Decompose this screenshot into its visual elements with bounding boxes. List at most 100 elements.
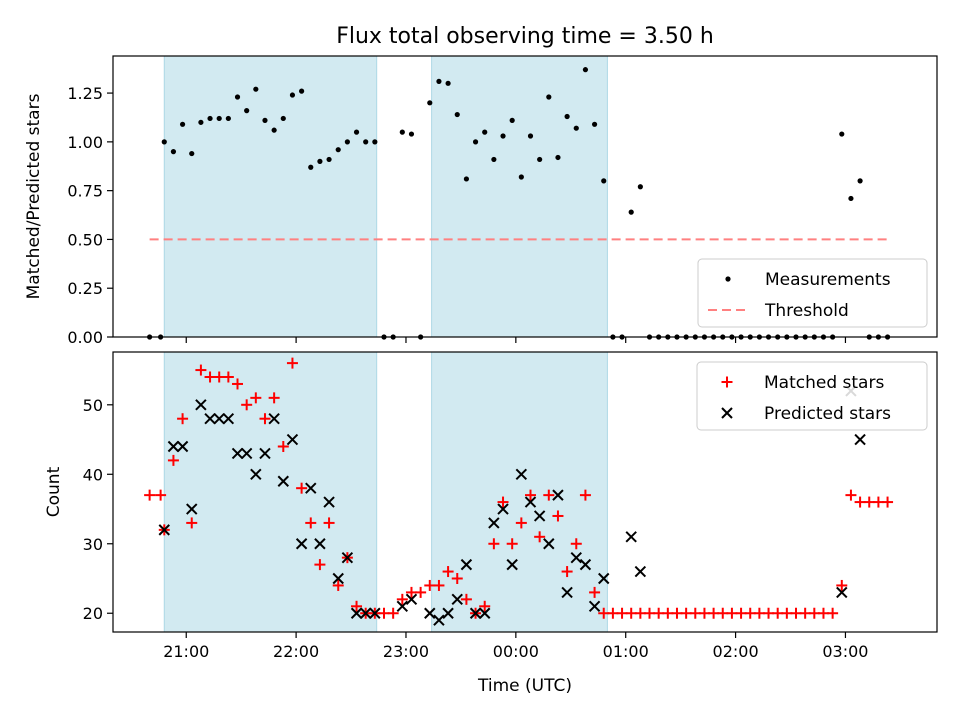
measurement-point [839, 131, 845, 137]
measurement-point [234, 94, 241, 100]
predicted-star-point [561, 586, 573, 599]
predicted-star-point [836, 586, 848, 599]
matched-star-point [882, 496, 894, 508]
matched-star-point [277, 440, 289, 452]
y-tick-label: 0.25 [67, 279, 103, 298]
y-axis-label: Count [44, 466, 64, 517]
matched-star-point [222, 371, 234, 383]
predicted-star-point [240, 447, 253, 460]
predicted-star-point [195, 399, 207, 411]
matched-star-point [836, 579, 848, 591]
predicted-star-point [332, 572, 344, 585]
x-tick-label: 22:00 [273, 642, 319, 661]
measurement-point [189, 150, 195, 157]
predicted-star-point [341, 551, 354, 564]
x-tick-label: 01:00 [603, 642, 649, 661]
predicted-star-point [277, 475, 290, 487]
matched-star-point [524, 489, 536, 501]
series-matched-stars [144, 357, 894, 619]
y-tick-label: 0.50 [67, 230, 103, 249]
series-measurements [147, 67, 891, 340]
matched-star-point [195, 364, 207, 376]
measurement-point [857, 178, 863, 184]
predicted-star-point [396, 600, 409, 612]
predicted-star-point [543, 538, 555, 550]
matched-star-point [488, 538, 500, 550]
predicted-star-point [506, 558, 518, 571]
x-axis-label: Time (UTC) [477, 676, 572, 696]
measurement-point [198, 119, 204, 125]
matched-star-point [433, 579, 445, 591]
matched-star-point [451, 573, 463, 585]
matched-star-point [296, 482, 308, 494]
measurement-point [573, 125, 579, 131]
measurement-point [225, 115, 231, 122]
measurement-point [353, 129, 360, 135]
predicted-star-point [259, 447, 271, 460]
y-tick-label: 0.75 [67, 182, 103, 201]
predicted-star-point [250, 468, 262, 480]
legend-label: Threshold [764, 301, 849, 321]
predicted-star-point [222, 412, 235, 425]
legend-marker-matched [721, 376, 733, 388]
matched-star-point [155, 489, 167, 501]
matched-star-point [415, 586, 427, 598]
x-tick-label: 00:00 [493, 642, 539, 661]
predicted-star-point [369, 607, 381, 619]
predicted-star-point [854, 433, 866, 446]
matched-star-point [286, 357, 298, 369]
measurement-point [546, 94, 552, 100]
legend-box [696, 361, 928, 431]
measurement-point [244, 108, 250, 114]
legend-box [697, 258, 928, 328]
measurement-point [509, 117, 515, 123]
measurement-point [161, 139, 167, 145]
matched-star-point [515, 517, 527, 529]
predicted-star-point [176, 440, 189, 453]
predicted-star-point [588, 600, 601, 612]
measurement-point [299, 88, 305, 94]
chart-title: Flux total observing time = 3.50 h [336, 24, 714, 49]
axes-frame [112, 55, 938, 338]
measurement-point [216, 115, 222, 122]
matched-star-point [827, 607, 839, 619]
measurement-point [537, 156, 543, 163]
measurement-point [207, 115, 213, 122]
predicted-star-point [405, 593, 418, 606]
measurement-point [582, 67, 589, 73]
matched-star-point [241, 399, 253, 411]
measurement-point [601, 178, 607, 184]
predicted-star-point [570, 551, 582, 564]
predicted-star-point [442, 607, 454, 619]
y-tick-label: 40 [83, 465, 103, 484]
x-tick-label: 03:00 [822, 642, 868, 661]
measurement-point [463, 176, 470, 182]
measurement-point [170, 149, 177, 155]
measurement-point [262, 117, 268, 123]
predicted-star-point [515, 468, 528, 480]
measurement-point [344, 139, 350, 145]
measurement-point [518, 174, 524, 180]
predicted-star-point [167, 440, 180, 453]
x-tick-label: 21:00 [163, 642, 209, 661]
measurement-point [271, 127, 277, 133]
matched-star-point [305, 517, 317, 529]
matched-star-point [314, 559, 326, 571]
matched-star-point [561, 566, 573, 578]
measurement-point [399, 129, 405, 135]
matched-star-point [259, 413, 271, 425]
predicted-star-point [497, 503, 509, 515]
measurement-point [445, 80, 451, 86]
measurement-point [555, 154, 561, 161]
matched-star-point [479, 600, 491, 612]
legend: Matched stars Predicted stars [696, 361, 928, 431]
measurement-point [527, 133, 534, 139]
observing-interval-shade [431, 351, 608, 633]
measurement-point [472, 139, 479, 145]
y-axis-label: Matched/Predicted stars [24, 93, 44, 299]
matched-star-point [543, 489, 555, 501]
matched-star-point [167, 454, 179, 466]
measurement-point [289, 92, 296, 98]
x-tick-label: 02:00 [713, 642, 759, 661]
matched-star-point [177, 413, 189, 425]
